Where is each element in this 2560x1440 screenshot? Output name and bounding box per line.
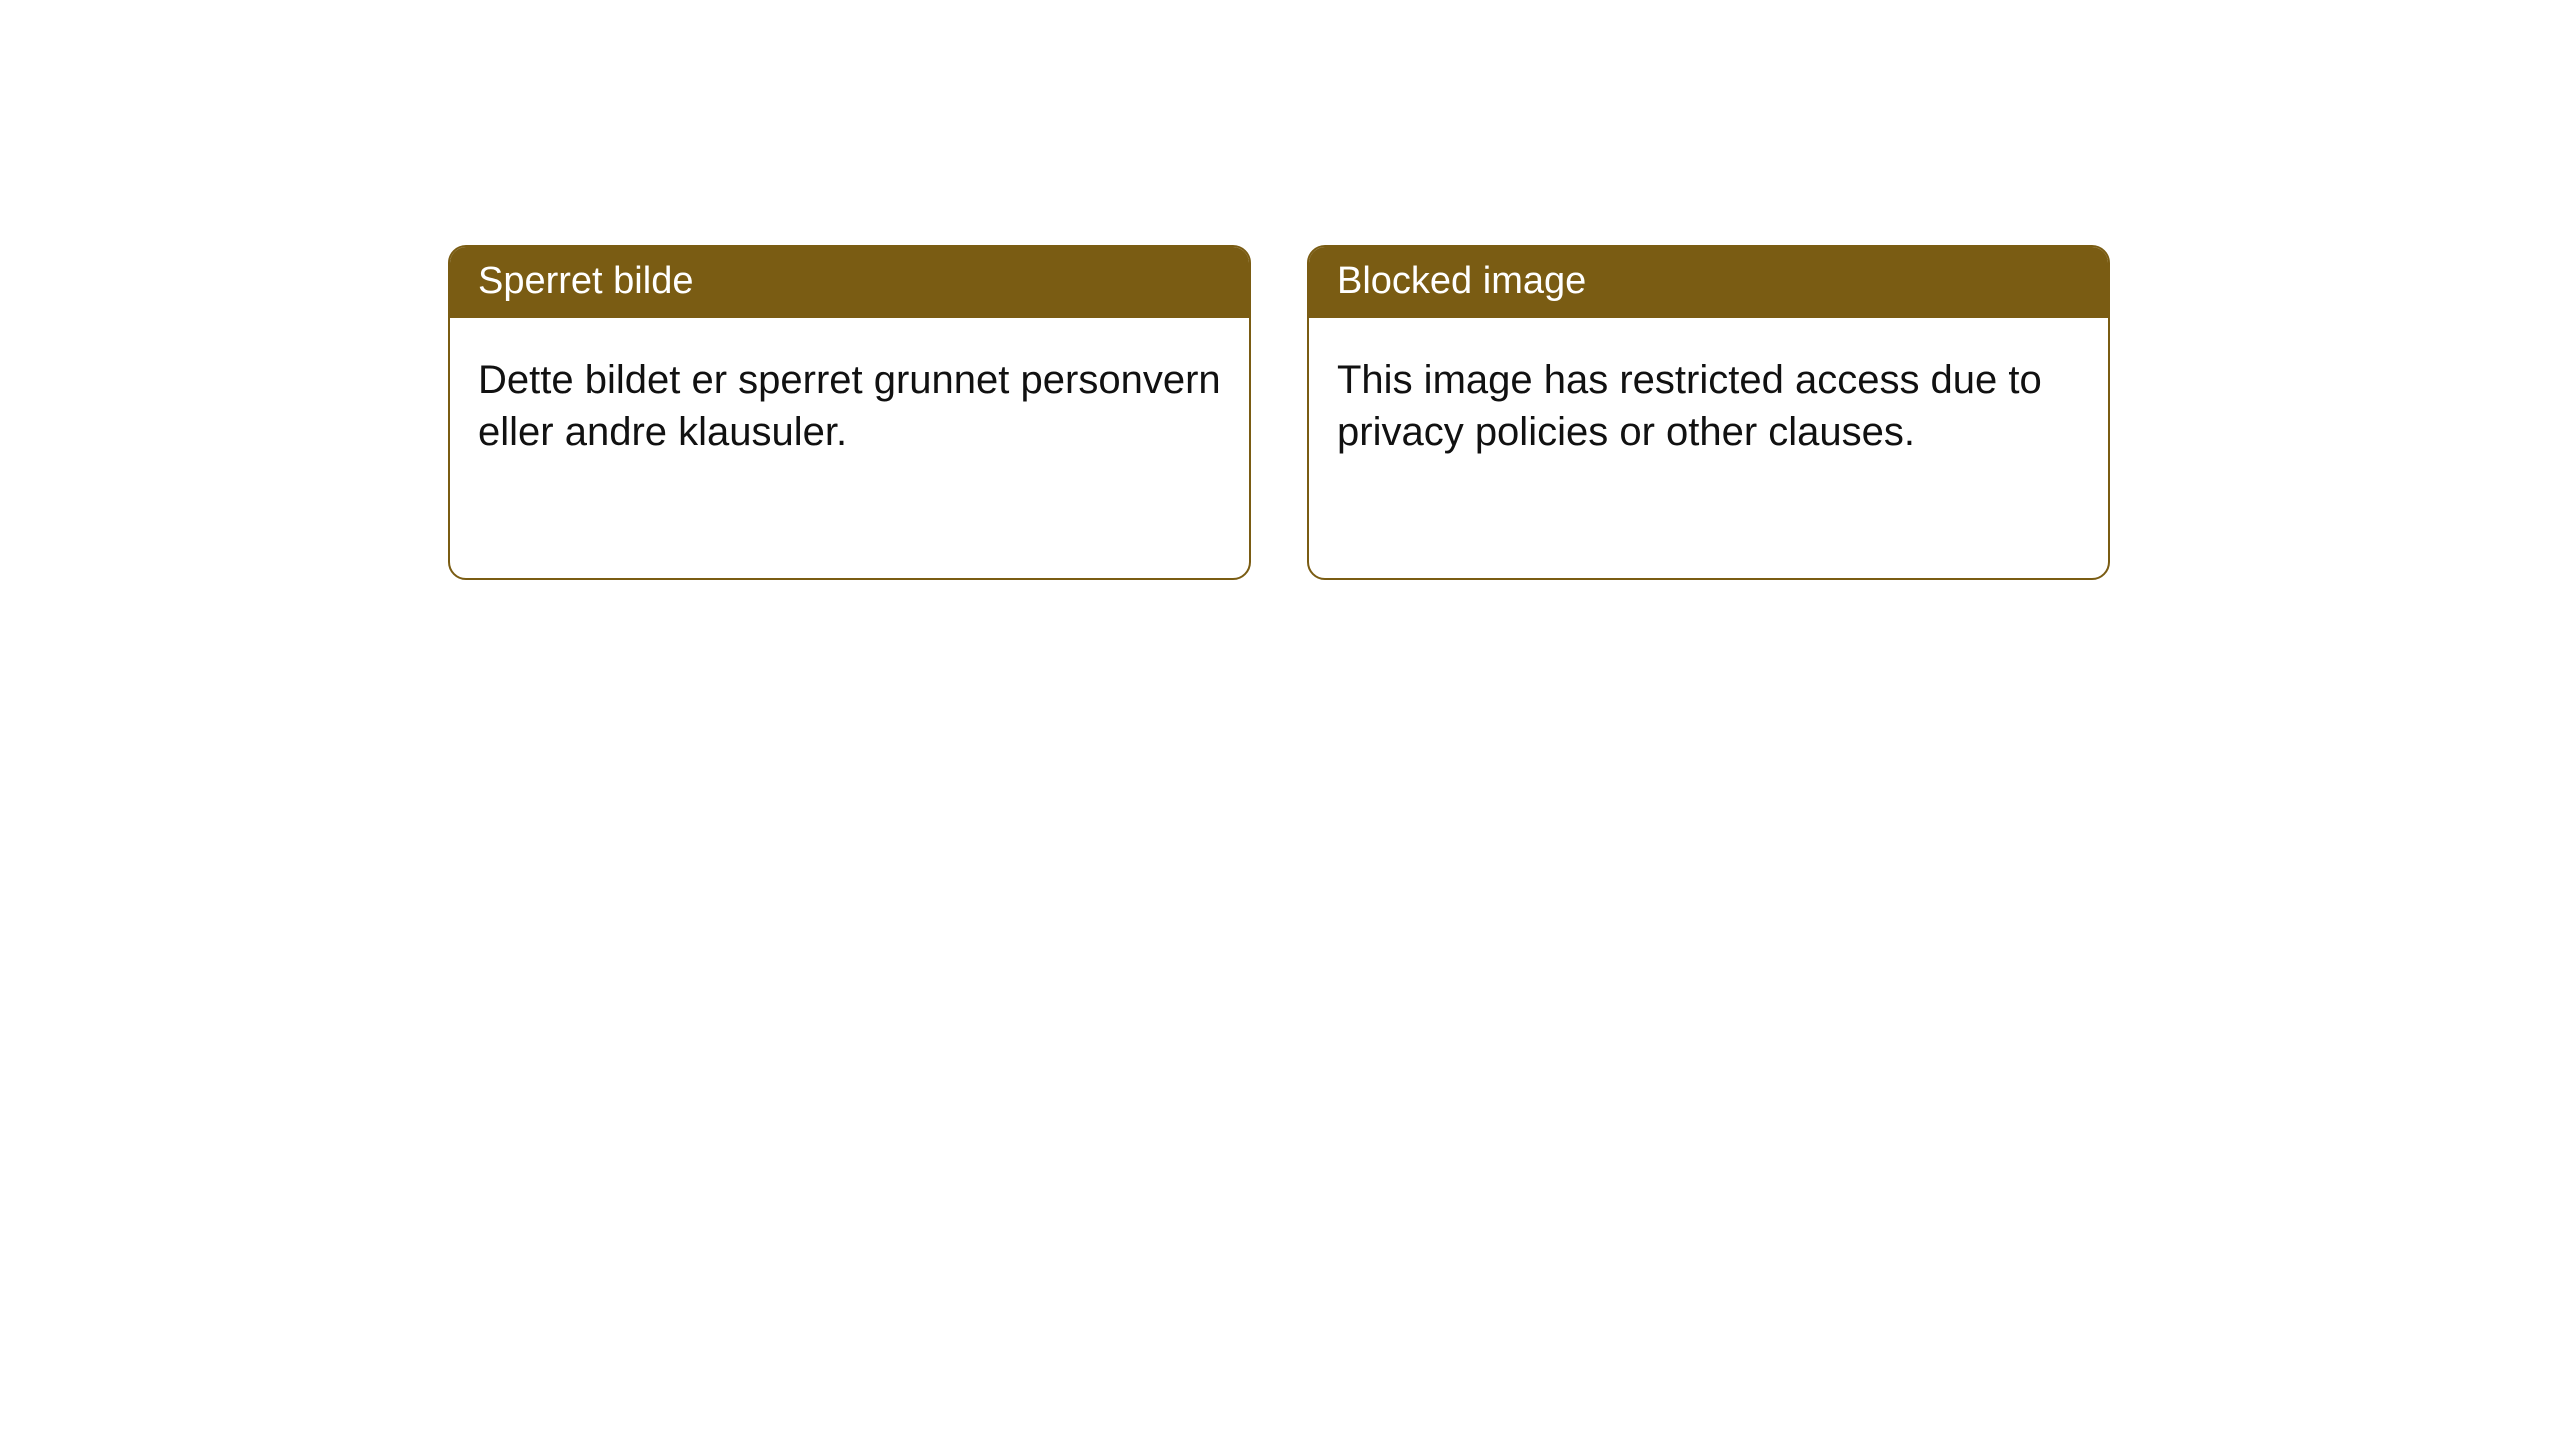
card-header: Sperret bilde — [450, 247, 1249, 318]
notice-container: Sperret bilde Dette bildet er sperret gr… — [0, 0, 2560, 580]
card-body-text: This image has restricted access due to … — [1337, 358, 2042, 454]
notice-card-english: Blocked image This image has restricted … — [1307, 245, 2110, 580]
card-body-text: Dette bildet er sperret grunnet personve… — [478, 358, 1221, 454]
notice-card-norwegian: Sperret bilde Dette bildet er sperret gr… — [448, 245, 1251, 580]
card-header: Blocked image — [1309, 247, 2108, 318]
card-title: Blocked image — [1337, 260, 1586, 302]
card-title: Sperret bilde — [478, 260, 693, 302]
card-body: Dette bildet er sperret grunnet personve… — [450, 318, 1249, 486]
card-body: This image has restricted access due to … — [1309, 318, 2108, 486]
